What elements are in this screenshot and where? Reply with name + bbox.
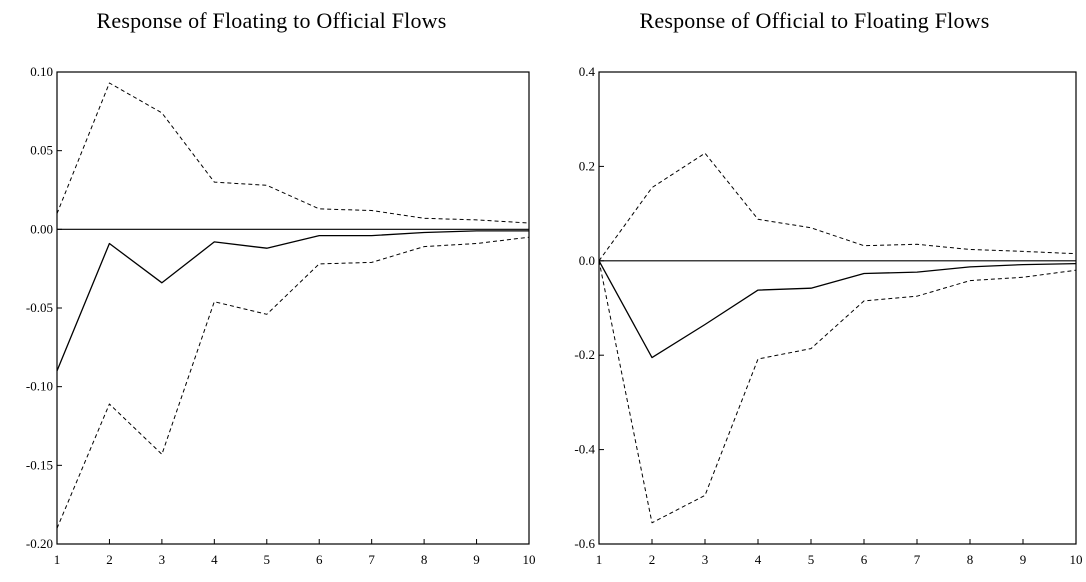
y-tick-label: 0.05 <box>30 143 53 158</box>
line-chart-floating-to-official: 0.10 0.05 0.00 -0.05 -0.10 -0.15 -0.201 2 3 4 5 6 7 8… <box>26 64 536 567</box>
lower-band-line <box>56 236 530 529</box>
y-tick-label: 0.10 <box>30 64 53 79</box>
y-tick-label: -0.4 <box>574 442 595 457</box>
y-tick-label: 0.4 <box>579 64 596 79</box>
x-tick-label: 10 <box>1070 552 1083 567</box>
x-tick-label: 3 <box>702 552 709 567</box>
x-tick-label: 5 <box>808 552 815 567</box>
y-tick-label: 0.00 <box>30 221 53 236</box>
plot-frame <box>56 71 530 545</box>
x-tick-label: 9 <box>473 552 480 567</box>
y-tick-label: -0.10 <box>26 379 53 394</box>
y-tick-label: -0.6 <box>574 536 595 551</box>
plot-frame <box>598 71 1077 545</box>
line-chart-official-to-floating: 0.4 0.2 0.0 -0.2 -0.4 -0.61 2 3 4 5 6 7 8 9 10 <box>574 64 1083 567</box>
x-tick-label: 1 <box>596 552 603 567</box>
x-tick-label: 2 <box>649 552 656 567</box>
x-tick-label: 2 <box>106 552 113 567</box>
x-tick-label: 9 <box>1020 552 1027 567</box>
y-tick-label: -0.2 <box>574 347 595 362</box>
y-tick-label: 0.0 <box>579 253 595 268</box>
y-tick-label: -0.15 <box>26 457 53 472</box>
x-tick-label: 5 <box>264 552 271 567</box>
x-tick-label: 4 <box>211 552 218 567</box>
x-tick-label: 6 <box>316 552 323 567</box>
chart-panel-official-to-floating: Response of Official to Floating Flows 0… <box>543 0 1086 582</box>
chart-title: Response of Floating to Official Flows <box>96 8 447 33</box>
upper-band-line <box>598 152 1077 262</box>
response-line <box>56 230 529 372</box>
x-tick-label: 4 <box>755 552 762 567</box>
x-tick-label: 7 <box>368 552 375 567</box>
y-tick-label: -0.05 <box>26 300 53 315</box>
x-tick-label: 3 <box>159 552 166 567</box>
y-tick-label: -0.20 <box>26 536 53 551</box>
x-tick-label: 8 <box>421 552 428 567</box>
chart-panel-floating-to-official: Response of Floating to Official Flows 0… <box>26 8 536 567</box>
x-tick-label: 1 <box>54 552 61 567</box>
upper-band-line <box>56 82 530 224</box>
chart-title: Response of Official to Floating Flows <box>639 8 990 33</box>
response-line <box>598 260 1077 359</box>
x-tick-label: 7 <box>914 552 921 567</box>
x-tick-label: 8 <box>967 552 974 567</box>
lower-band-line <box>598 260 1077 524</box>
x-tick-label: 6 <box>861 552 868 567</box>
y-tick-label: 0.2 <box>579 158 595 173</box>
x-tick-label: 10 <box>523 552 536 567</box>
